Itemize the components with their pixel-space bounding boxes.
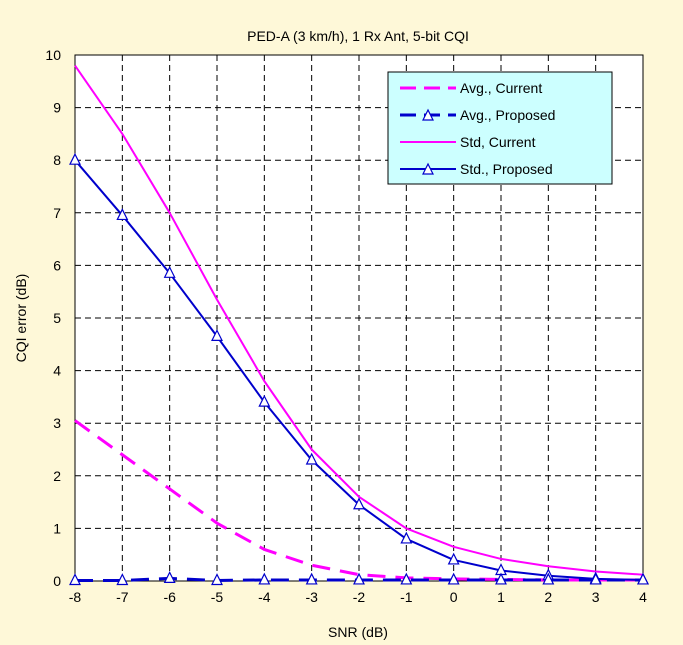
series-1-point [353, 572, 365, 585]
y-tick-label: 4 [53, 363, 61, 379]
legend-entry: Avg., Current [460, 80, 542, 96]
series-1-point [116, 573, 129, 586]
series-1-point [400, 572, 413, 585]
x-tick-label: -7 [116, 589, 129, 605]
legend-box [387, 71, 613, 185]
y-tick-label: 6 [53, 257, 61, 273]
y-tick-label: 9 [53, 100, 61, 116]
series-1-point [589, 572, 602, 585]
legend-entry: Std., Proposed [460, 161, 553, 177]
y-tick-label: 1 [53, 520, 61, 536]
x-tick-label: 4 [639, 589, 647, 605]
chart-title: PED-A (3 km/h), 1 Rx Ant, 5-bit CQI [247, 28, 469, 44]
x-tick-label: -5 [211, 589, 224, 605]
series-line-2 [74, 64, 644, 576]
series-3-point [353, 497, 365, 510]
series-3-point [69, 152, 81, 165]
y-tick-label: 7 [53, 205, 61, 221]
series-1-point [69, 573, 81, 586]
x-tick-label: -2 [353, 589, 366, 605]
legend-swatch-marker [422, 108, 434, 121]
x-tick-label: 2 [544, 589, 552, 605]
x-tick-label: -8 [69, 589, 82, 605]
series-1-point [211, 573, 223, 586]
y-tick-label: 10 [45, 47, 61, 63]
series-1-point [305, 572, 318, 585]
series-1-point [637, 572, 649, 585]
x-tick-label: -3 [305, 589, 318, 605]
x-tick-label: 0 [450, 589, 458, 605]
x-tick-label: -4 [258, 589, 271, 605]
series-1-point [258, 572, 271, 585]
series-3-point [305, 452, 318, 465]
series-1-point [495, 572, 507, 585]
series-1-point [447, 572, 460, 585]
x-tick-label: 1 [497, 589, 505, 605]
legend-entry: Avg., Proposed [460, 107, 555, 123]
x-tick-label: -6 [163, 589, 176, 605]
series-3-point [258, 394, 271, 407]
series-3-point [163, 265, 176, 278]
x-axis-label: SNR (dB) [328, 624, 388, 640]
y-tick-label: 3 [53, 415, 61, 431]
series-3-point [447, 552, 460, 565]
series-1-point [542, 572, 555, 585]
plot-area-group: -8 -7 -6 -5 -4 -3 -2 -1 0 1 2 3 4 0 1 2 3 4 5 6 7 8 9 10 Avg., C… [45, 47, 649, 605]
x-tick-label: -1 [400, 589, 413, 605]
y-axis-label: CQI error (dB) [13, 274, 29, 363]
series-1-point [163, 571, 176, 583]
legend-swatch-marker [422, 162, 434, 175]
series-3-point [116, 208, 129, 221]
y-tick-label: 2 [53, 468, 61, 484]
y-tick-label: 0 [53, 573, 61, 589]
y-tick-label: 5 [53, 310, 61, 326]
series-3-point [400, 531, 413, 544]
series-3-point [211, 329, 223, 342]
legend-entry: Std, Current [460, 134, 536, 150]
x-tick-label: 3 [592, 589, 600, 605]
y-tick-label: 8 [53, 152, 61, 168]
